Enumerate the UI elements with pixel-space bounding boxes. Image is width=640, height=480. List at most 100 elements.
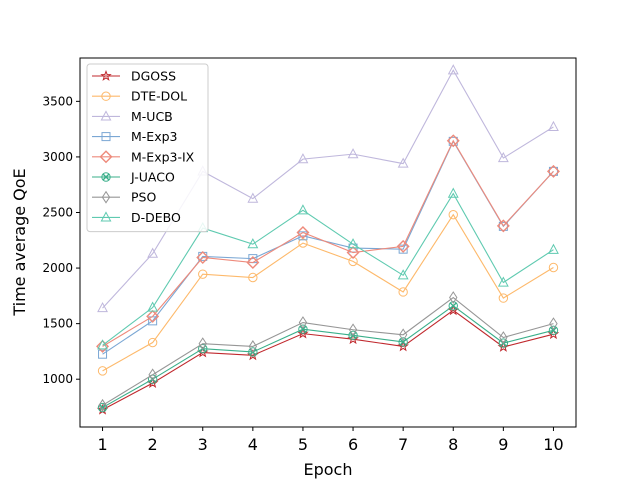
data-point-pso [248, 340, 258, 353]
legend: DGOSS DTE-DOL M-UCB M-Exp3 M-Exp3-IX J-UACO PS… [86, 63, 209, 233]
y-tick-label: 2500 [42, 205, 73, 219]
data-point-dte-dol [248, 272, 258, 283]
data-point-pso [148, 368, 157, 382]
series-m-exp3-ix [96, 134, 560, 353]
legend-marker-pso [101, 190, 111, 204]
data-point-m-ucb [497, 151, 509, 163]
data-point-d-debo [147, 301, 159, 312]
data-point-m-ucb [97, 302, 108, 313]
x-tick-label: 10 [543, 435, 563, 454]
legend-label-dgoss: DGOSS [131, 69, 176, 84]
legend-marker-m-ucb [100, 110, 112, 121]
data-point-m-exp3-ix [96, 339, 110, 353]
series-line-m-exp3-ix [102, 139, 554, 347]
data-point-j-uaco [448, 301, 458, 311]
series-pso [98, 291, 558, 412]
data-point-d-debo [447, 187, 459, 198]
data-point-pso [449, 291, 458, 304]
data-point-m-ucb [247, 192, 259, 203]
data-point-m-ucb [147, 247, 159, 258]
data-point-d-debo [397, 269, 409, 280]
series-dte-dol [97, 210, 559, 376]
x-tick-label: 7 [398, 435, 408, 454]
data-point-j-uaco [298, 324, 308, 334]
legend-label-j-uaco: J-UACO [130, 170, 175, 185]
series-line-dgoss [102, 309, 554, 411]
series-layer [96, 64, 560, 415]
legend-item-m-exp3-ix: M-Exp3-IX [92, 149, 195, 164]
y-tick-label: 3000 [42, 150, 73, 164]
data-point-d-debo [297, 204, 309, 215]
data-point-pso [298, 316, 308, 329]
data-point-dte-dol [147, 337, 158, 348]
data-point-m-exp3-ix [546, 164, 560, 178]
legend-marker-dte-dol [101, 91, 111, 101]
x-tick-label: 2 [148, 435, 158, 454]
data-point-j-uaco [398, 337, 408, 347]
x-tick-label: 1 [97, 435, 107, 454]
data-point-m-exp3-ix [346, 246, 360, 259]
legend-marker-j-uaco [101, 172, 111, 182]
data-point-m-exp3 [98, 349, 108, 359]
data-point-dte-dol [548, 262, 559, 273]
data-point-m-exp3 [548, 166, 558, 176]
legend-item-m-ucb: M-UCB [92, 109, 173, 124]
legend-marker-d-debo [100, 211, 112, 222]
legend-item-d-debo: D-DEBO [92, 210, 181, 225]
x-tick-label: 3 [198, 435, 208, 454]
legend-label-pso: PSO [131, 190, 156, 205]
data-point-dte-dol [448, 210, 458, 220]
data-point-m-ucb [548, 120, 559, 132]
data-point-d-debo [347, 238, 359, 249]
data-point-dte-dol [198, 269, 208, 279]
x-tick-label: 5 [298, 435, 308, 454]
y-tick-label: 2000 [42, 261, 73, 275]
data-point-j-uaco [548, 325, 559, 336]
data-point-dte-dol [398, 287, 408, 297]
series-line-dte-dol [102, 213, 554, 372]
data-point-m-ucb [347, 148, 359, 159]
data-point-dte-dol [498, 293, 509, 303]
data-point-m-exp3-ix [246, 256, 260, 269]
legend-item-dgoss: DGOSS [92, 69, 176, 84]
data-point-d-debo [247, 238, 259, 249]
data-point-m-exp3 [298, 231, 308, 241]
y-axis-ticks: 1000 1500 2000 2500 3000 3500 [42, 94, 80, 386]
legend-marker-m-exp3 [101, 132, 111, 142]
data-point-m-exp3-ix [196, 251, 210, 264]
legend-item-m-exp3: M-Exp3 [92, 129, 177, 144]
legend-marker-dgoss [100, 69, 112, 81]
y-tick-label: 1500 [42, 317, 73, 331]
y-tick-label: 3500 [42, 94, 73, 108]
data-point-pso [348, 323, 358, 337]
legend-label-dte-dol: DTE-DOL [131, 89, 187, 104]
data-point-pso [549, 317, 558, 331]
data-point-d-debo [97, 339, 108, 350]
legend-label-m-exp3: M-Exp3 [131, 129, 177, 144]
legend-label-m-ucb: M-UCB [131, 109, 173, 124]
series-line-d-debo [102, 192, 554, 346]
legend-label-m-exp3-ix: M-Exp3-IX [131, 149, 195, 164]
data-point-dgoss [247, 349, 259, 361]
plot-frame [79, 57, 577, 428]
data-point-pso [398, 328, 408, 342]
legend-item-pso: PSO [92, 190, 156, 205]
x-tick-label: 8 [448, 435, 458, 454]
x-axis-title: Epoch [304, 460, 353, 479]
x-axis-ticks: 1 2 3 4 5 6 7 8 9 10 [97, 427, 564, 454]
data-point-pso [499, 331, 508, 344]
data-point-m-exp3-ix [496, 219, 510, 233]
data-point-m-exp3-ix [446, 134, 460, 148]
y-axis-title: Time average QoE [10, 168, 29, 316]
data-point-m-ucb [447, 64, 459, 75]
legend-item-dte-dol: DTE-DOL [92, 89, 187, 104]
data-point-pso [198, 337, 207, 351]
data-point-m-exp3-ix [146, 309, 160, 323]
x-tick-label: 9 [498, 435, 508, 454]
data-point-j-uaco [97, 402, 108, 413]
data-point-m-exp3-ix [296, 226, 310, 239]
x-tick-label: 4 [248, 435, 258, 454]
y-tick-label: 1000 [42, 372, 73, 386]
